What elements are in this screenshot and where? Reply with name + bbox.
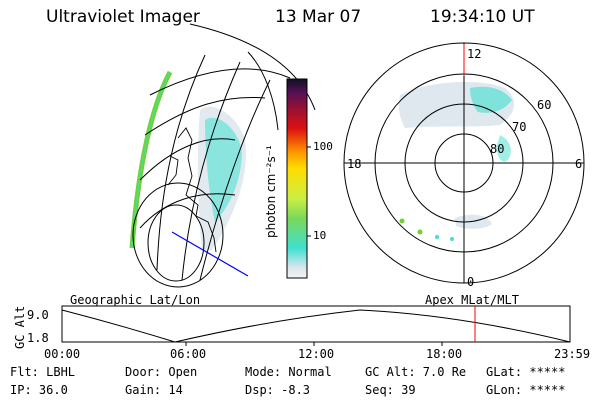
colorbar-tick-10: 10 (313, 229, 327, 242)
info-gain: Gain: 14 (125, 383, 183, 397)
xtick-1200: 12:00 (298, 347, 335, 361)
altitude-curve (61, 309, 571, 343)
earth-view-image (129, 23, 316, 288)
lat-label-70: 70 (512, 120, 527, 134)
mlt-label-18: 18 (347, 157, 362, 171)
time-label: 19:34:10 UT (430, 7, 535, 27)
info-flt: Flt: LBHL (10, 365, 76, 379)
altitude-ylabel: GC Alt (13, 305, 27, 349)
spacecraft-track (171, 231, 249, 277)
info-door: Door: Open (125, 365, 198, 379)
xtick-0600: 06:00 (170, 347, 207, 361)
altitude-plot (61, 305, 571, 346)
info-glon: GLon: ***** (486, 383, 566, 397)
continent-outline (177, 127, 217, 253)
date-label: 13 Mar 07 (275, 7, 362, 27)
aurora-arc-green (129, 70, 173, 249)
lat-label-80: 80 (490, 142, 505, 156)
earth-graticule (132, 54, 291, 288)
mlt-label-12: 12 (467, 47, 482, 61)
ytick-9: 9.0 (27, 308, 49, 322)
info-gc-alt: GC Alt: 7.0 Re (365, 365, 467, 379)
info-ip: IP: 36.0 (10, 383, 68, 397)
info-dsp: Dsp: -8.3 (245, 383, 311, 397)
mlt-label-0: 0 (467, 275, 475, 289)
info-glat: GLat: ***** (486, 365, 566, 379)
info-mode: Mode: Normal (245, 365, 332, 379)
right-plot-title: Apex MLat/MLT (425, 293, 519, 307)
xtick-2359: 23:59 (554, 347, 591, 361)
polar-plot (343, 42, 585, 284)
colorbar (286, 78, 308, 279)
ytick-1-8: 1.8 (27, 331, 49, 345)
mlt-label-6: 6 (575, 157, 583, 171)
colorbar-tick-100: 100 (313, 140, 333, 153)
xtick-0000: 00:00 (44, 347, 81, 361)
colorbar-unit-label: photon cm⁻²s⁻¹ (264, 145, 278, 238)
left-plot-title: Geographic Lat/Lon (70, 293, 201, 307)
lat-label-60: 60 (537, 98, 552, 112)
xtick-1800: 18:00 (426, 347, 463, 361)
page-title: Ultraviolet Imager (46, 7, 200, 27)
info-seq: Seq: 39 (365, 383, 416, 397)
